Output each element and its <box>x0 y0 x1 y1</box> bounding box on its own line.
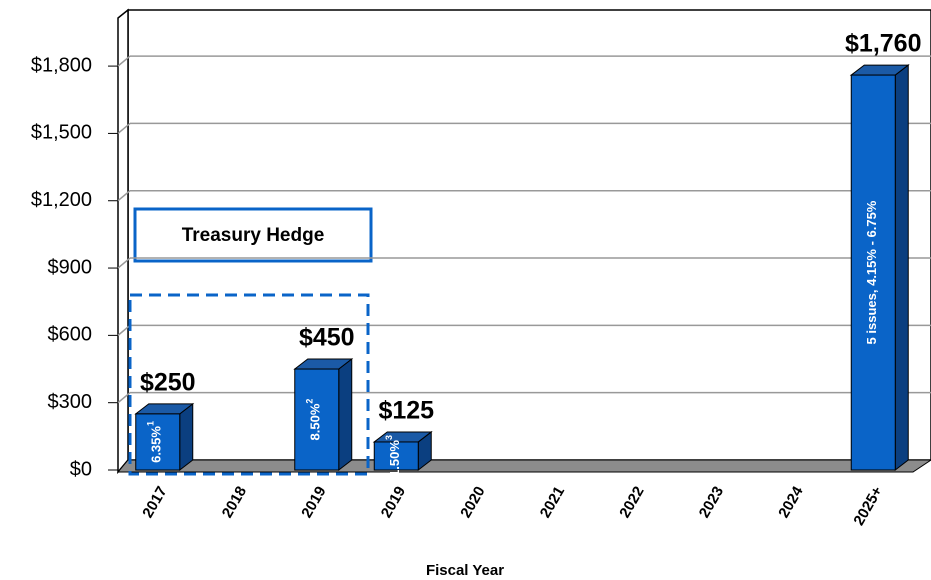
bar <box>373 441 419 471</box>
x-tick-label: 2019 <box>298 483 329 520</box>
bar-label: 1.50%3 <box>385 435 403 477</box>
x-tick-label: 2025+ <box>850 483 886 528</box>
grid-line <box>117 257 131 269</box>
x-tick-label: 2021 <box>537 483 568 520</box>
y-tick-label: $0 <box>70 458 92 480</box>
x-tick-label: 2024 <box>775 483 807 521</box>
bar-side <box>894 64 909 472</box>
grid-line <box>117 55 131 67</box>
bar-label: 5 issues, 4.15% - 6.75% <box>865 200 880 344</box>
bar-label-text: 5 issues, 4.15% - 6.75% <box>865 200 880 344</box>
grid-line <box>117 324 131 336</box>
value-label: $1,760 <box>845 30 921 58</box>
x-tick-label: 2022 <box>616 483 647 520</box>
y-tick-label: $1,800 <box>31 54 92 76</box>
bar <box>850 74 896 471</box>
hedge-region <box>128 293 370 476</box>
value-label: $450 <box>299 324 355 352</box>
bar-label-note: 1 <box>146 421 156 426</box>
x-tick-label: 2019 <box>378 483 409 520</box>
bar-label-note: 2 <box>305 399 315 404</box>
side-wall <box>117 8 129 475</box>
bar <box>294 368 340 471</box>
bar-label-text: 1.50% <box>388 440 403 477</box>
x-tick-label: 2018 <box>219 483 250 520</box>
y-tick-label: $1,500 <box>31 122 92 144</box>
bar-side <box>179 402 194 472</box>
x-tick-label: 2023 <box>696 483 727 520</box>
y-tick-label: $900 <box>48 256 93 278</box>
x-axis-title: Fiscal Year <box>426 562 504 579</box>
bar-label: 6.35%1 <box>146 421 164 463</box>
x-tick-label: 2017 <box>139 483 170 520</box>
grid-line <box>117 122 131 134</box>
value-label: $250 <box>140 369 196 397</box>
bar-label-text: 8.50% <box>308 403 323 440</box>
y-tick-label: $300 <box>48 391 93 413</box>
floor <box>116 459 931 473</box>
annotation-box <box>133 207 373 263</box>
grid-line <box>117 392 131 404</box>
bar-label-text: 6.35% <box>149 426 164 463</box>
bar-label-note: 3 <box>385 435 395 440</box>
bar-side <box>338 358 353 472</box>
y-tick-label: $1,200 <box>31 189 92 211</box>
bar <box>135 413 181 471</box>
annotation: Treasury Hedge <box>182 225 325 246</box>
x-tick-label: 2020 <box>457 483 488 520</box>
y-tick-label: $600 <box>48 324 93 346</box>
grid-line <box>117 190 131 202</box>
bar-label: 8.50%2 <box>305 399 323 441</box>
value-label: $125 <box>378 397 434 425</box>
